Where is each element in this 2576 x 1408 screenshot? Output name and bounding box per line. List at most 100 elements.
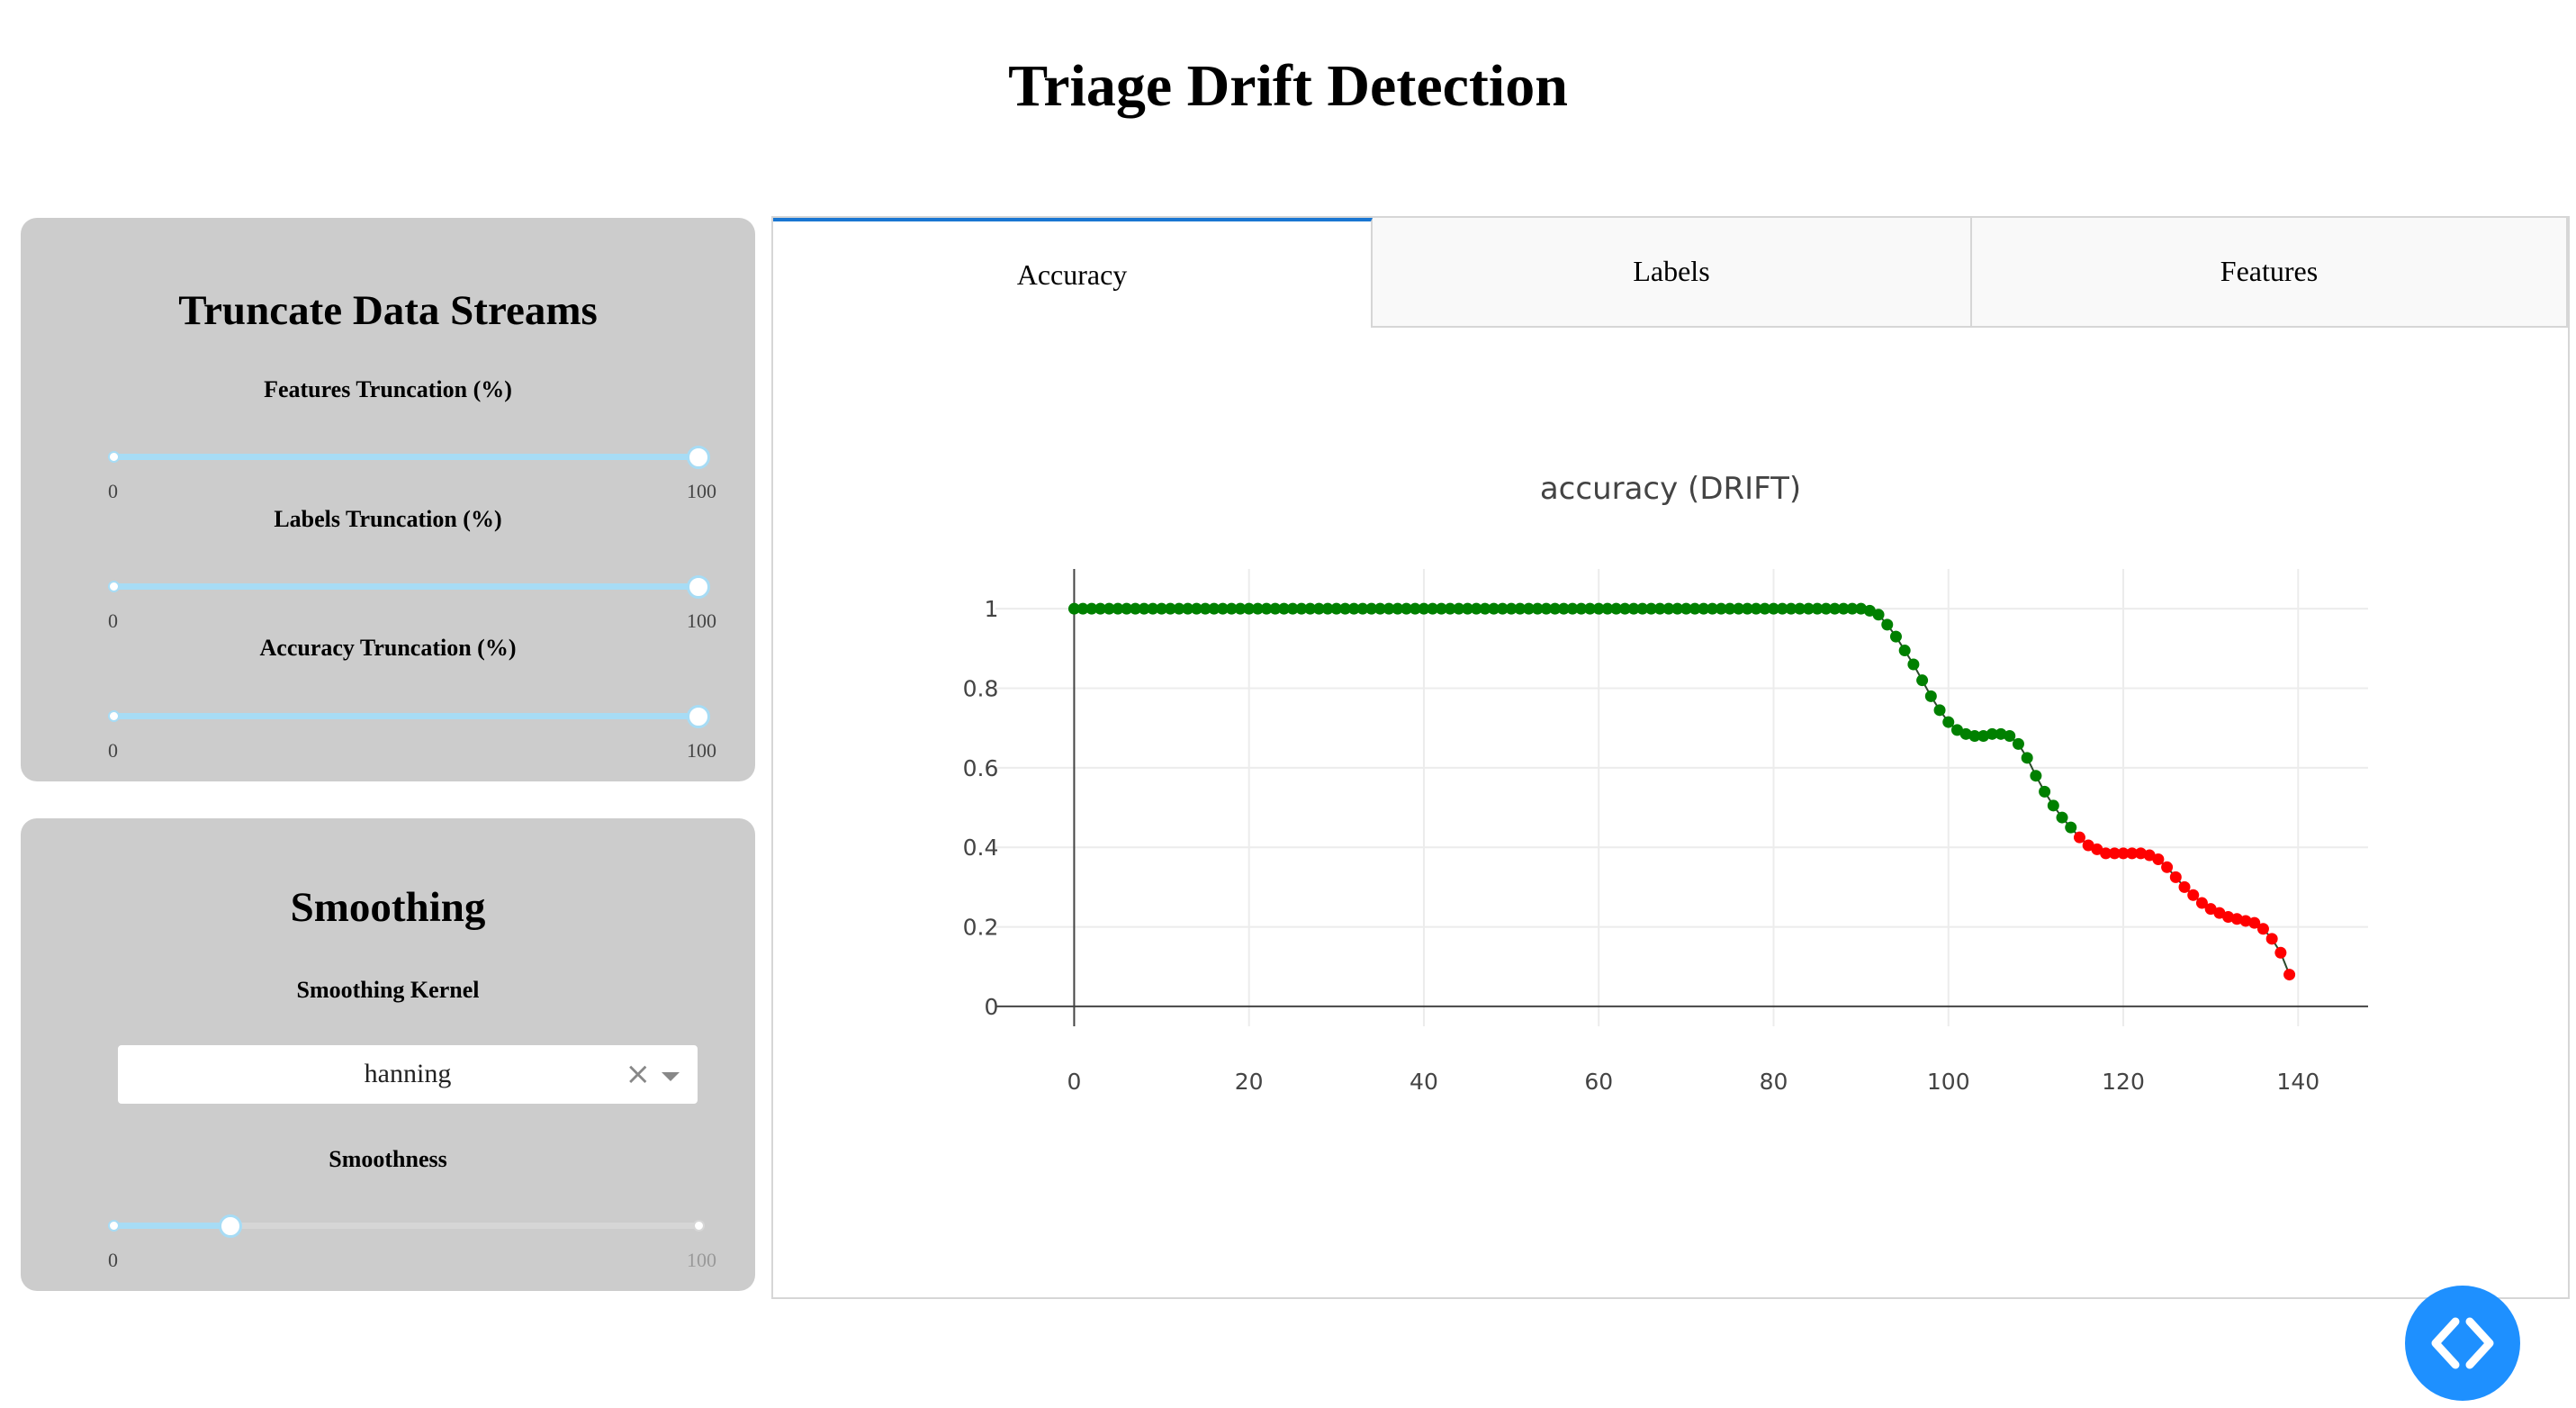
data-point	[1312, 602, 1325, 615]
data-point	[1811, 602, 1824, 615]
data-point	[1514, 602, 1527, 615]
data-point	[1278, 602, 1291, 615]
accuracy-chart: 0 20 40 60 80 100 120 140 0 0.2 0.4 0.6 0.8 1 accurac…	[963, 471, 2368, 1095]
slider-rail[interactable]	[113, 1223, 698, 1229]
data-point	[1374, 602, 1386, 615]
data-point	[1776, 602, 1788, 615]
data-point	[1435, 602, 1447, 615]
data-point	[1820, 602, 1833, 615]
data-point	[1977, 730, 1990, 743]
drift-point	[2230, 913, 2243, 925]
slider-min-label: 0	[108, 480, 118, 502]
drift-point	[2195, 897, 2208, 909]
slider-handle[interactable]	[219, 1214, 242, 1238]
data-point	[1156, 602, 1168, 615]
drift-point	[2204, 903, 2217, 916]
slider-min-dot	[108, 710, 120, 722]
tab-accuracy[interactable]: Accuracy	[773, 218, 1373, 328]
data-point	[2012, 737, 2024, 750]
smoothing-kernel-label: Smoothing Kernel	[296, 977, 480, 1003]
data-point	[1627, 602, 1640, 615]
y-tick-label: 0	[985, 994, 999, 1020]
data-point	[1479, 602, 1491, 615]
code-toggle-button[interactable]	[2405, 1286, 2520, 1401]
smoothness-slider[interactable]: 0 100	[95, 1207, 716, 1271]
truncate-panel-heading: Truncate Data Streams	[178, 287, 598, 334]
data-point	[1182, 602, 1194, 615]
drift-point	[2126, 847, 2139, 860]
data-point	[1610, 602, 1623, 615]
data-point	[1968, 730, 1981, 743]
data-point	[1698, 602, 1710, 615]
data-point	[1138, 602, 1150, 615]
data-point	[1785, 602, 1797, 615]
data-point	[1251, 602, 1264, 615]
smoothing-kernel-dropdown[interactable]: hanning ×	[117, 1044, 698, 1105]
truncate-panel: Truncate Data Streams Features Truncatio…	[21, 218, 755, 781]
drift-point	[2222, 911, 2235, 924]
slider-handle[interactable]	[687, 705, 710, 728]
data-point	[1243, 602, 1256, 615]
data-point	[1112, 602, 1124, 615]
slider-handle[interactable]	[687, 575, 710, 599]
features-truncation-slider[interactable]: 0 100	[95, 438, 716, 502]
data-point	[1959, 727, 1972, 740]
drift-point	[2091, 843, 2103, 855]
x-tick-label: 20	[1235, 1069, 1264, 1095]
tabs-container: Accuracy Labels Features 0 20 40 60 80 100 120…	[771, 216, 2570, 1299]
x-tick-label: 100	[1927, 1069, 1970, 1095]
data-point	[1085, 602, 1098, 615]
data-point	[1942, 716, 1955, 728]
data-point	[1881, 618, 1894, 631]
slider-fill	[113, 454, 698, 460]
data-point	[2021, 752, 2033, 764]
accuracy-truncation-slider[interactable]: 0 100	[95, 698, 716, 762]
drift-point	[2239, 915, 2252, 927]
clear-icon[interactable]: ×	[625, 1056, 652, 1092]
drift-point	[2161, 861, 2174, 873]
data-point	[1121, 602, 1133, 615]
data-point	[1680, 602, 1692, 615]
drift-point	[2134, 847, 2147, 860]
data-point	[1321, 602, 1334, 615]
drift-point	[2256, 923, 2269, 935]
x-tick-label: 60	[1584, 1069, 1613, 1095]
data-point	[1916, 674, 1929, 687]
data-point	[1618, 602, 1631, 615]
data-point	[1724, 602, 1736, 615]
data-point	[1392, 602, 1404, 615]
slider-handle[interactable]	[687, 446, 710, 469]
data-point	[1898, 645, 1911, 657]
data-point	[1846, 602, 1859, 615]
data-point	[1076, 602, 1089, 615]
data-point	[1286, 602, 1299, 615]
data-point	[1584, 602, 1597, 615]
data-point	[1409, 602, 1421, 615]
data-point	[1636, 602, 1649, 615]
x-tick-label: 140	[2276, 1069, 2319, 1095]
data-point	[1453, 602, 1465, 615]
chevron-down-icon[interactable]	[662, 1072, 680, 1081]
slider-max-label: 100	[687, 480, 716, 502]
data-point	[1347, 602, 1360, 615]
drift-point	[2178, 880, 2191, 893]
data-point	[1304, 602, 1317, 615]
data-point	[1383, 602, 1395, 615]
data-point	[1689, 602, 1701, 615]
drift-point	[2283, 969, 2296, 981]
labels-truncation-slider[interactable]: 0 100	[95, 568, 716, 632]
drift-point	[2274, 946, 2287, 959]
x-tick-label: 0	[1067, 1069, 1081, 1095]
data-point	[1950, 724, 1963, 736]
tab-labels[interactable]: Labels	[1373, 218, 1972, 328]
data-point	[1767, 602, 1779, 615]
drift-point	[2100, 847, 2112, 860]
data-point	[1741, 602, 1753, 615]
code-icon	[2431, 1317, 2494, 1369]
drift-point	[2073, 831, 2085, 844]
data-point	[1540, 602, 1553, 615]
data-point	[1356, 602, 1369, 615]
tab-features[interactable]: Features	[1972, 218, 2568, 328]
accuracy-truncation-label: Accuracy Truncation (%)	[259, 635, 517, 661]
series-line	[1074, 608, 2291, 975]
